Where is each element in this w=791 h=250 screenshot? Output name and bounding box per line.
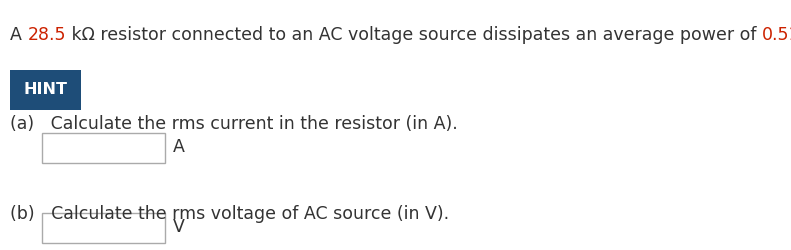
FancyBboxPatch shape bbox=[42, 212, 165, 242]
Text: A: A bbox=[172, 138, 184, 156]
Text: A: A bbox=[10, 26, 28, 44]
Text: 28.5: 28.5 bbox=[28, 26, 66, 44]
Text: kΩ resistor connected to an AC voltage source dissipates an average power of: kΩ resistor connected to an AC voltage s… bbox=[66, 26, 763, 44]
Text: 0.515: 0.515 bbox=[763, 26, 791, 44]
Text: HINT: HINT bbox=[24, 82, 68, 98]
Text: V: V bbox=[172, 218, 184, 236]
FancyBboxPatch shape bbox=[42, 132, 165, 162]
FancyBboxPatch shape bbox=[10, 70, 81, 110]
Text: (b)   Calculate the rms voltage of AC source (in V).: (b) Calculate the rms voltage of AC sour… bbox=[10, 205, 449, 223]
Text: (a)   Calculate the rms current in the resistor (in A).: (a) Calculate the rms current in the res… bbox=[10, 115, 458, 133]
